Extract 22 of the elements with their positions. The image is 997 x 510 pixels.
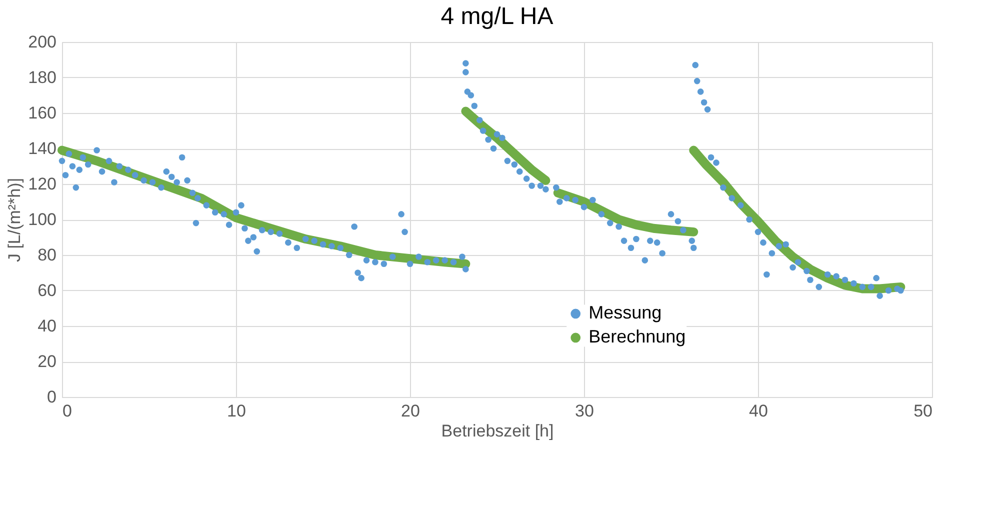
y-tick-label: 60 bbox=[38, 281, 56, 300]
x-tick-label: 30 bbox=[575, 402, 594, 420]
x-tick-label: 40 bbox=[749, 402, 768, 420]
y-axis-title: J [L/(m²*h)] bbox=[5, 178, 24, 262]
y-tick-label: 20 bbox=[38, 352, 56, 371]
y-tick-label: 80 bbox=[38, 246, 56, 264]
x-axis-title: Betriebszeit [h] bbox=[441, 422, 554, 440]
y-tick-label: 200 bbox=[28, 32, 56, 52]
y-tick-label: 160 bbox=[28, 104, 56, 122]
x-tick-label: 50 bbox=[914, 402, 932, 420]
legend-label: Messung bbox=[588, 302, 662, 323]
y-tick-label: 100 bbox=[28, 210, 56, 229]
y-tick-label: 120 bbox=[28, 174, 56, 194]
legend-label: Berechnung bbox=[588, 326, 686, 347]
x-tick-label: 0 bbox=[62, 402, 72, 420]
chart-title: 4 mg/L HA bbox=[440, 3, 554, 30]
y-tick-label: 0 bbox=[47, 388, 56, 406]
y-tick-label: 180 bbox=[28, 68, 56, 87]
y-tick-label: 40 bbox=[38, 316, 56, 336]
y-tick-label: 140 bbox=[28, 139, 56, 158]
x-tick-label: 20 bbox=[401, 402, 420, 420]
x-tick-label: 10 bbox=[227, 402, 246, 420]
